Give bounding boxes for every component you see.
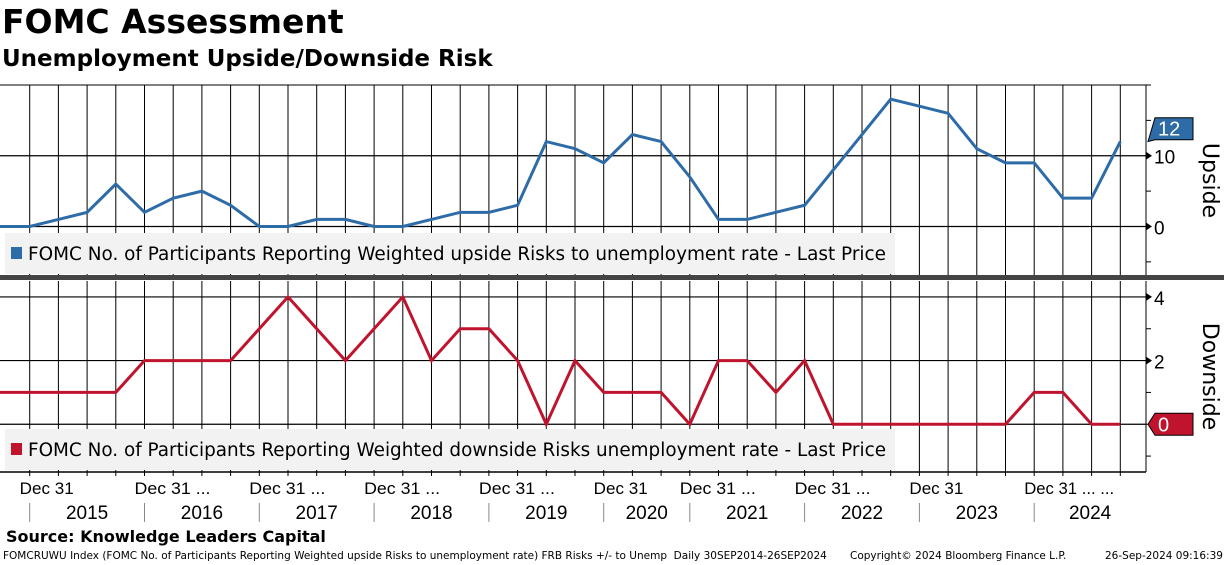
chart-title: FOMC Assessment bbox=[2, 2, 344, 41]
last-value-label: 12 bbox=[1158, 119, 1180, 141]
last-value-badge bbox=[1147, 412, 1194, 436]
x-year-label: 2021 bbox=[726, 503, 768, 524]
x-year-label: 2018 bbox=[410, 503, 452, 524]
x-tick-label: Dec 31 ... bbox=[795, 479, 871, 498]
axis-title: Upside bbox=[1197, 143, 1222, 218]
last-value-label: 0 bbox=[1158, 414, 1169, 436]
x-year-label: 2017 bbox=[296, 503, 338, 524]
y-tick-label: 0 bbox=[1154, 218, 1165, 239]
footer-copyright: Copyright© 2024 Bloomberg Finance L.P. bbox=[850, 550, 1067, 562]
x-year-label: 2016 bbox=[181, 503, 223, 524]
x-year-label: 2022 bbox=[841, 503, 883, 524]
y-tick-label: 4 bbox=[1154, 289, 1165, 310]
y-tick-label: 10 bbox=[1154, 148, 1175, 169]
chart-subtitle: Unemployment Upside/Downside Risk bbox=[2, 46, 493, 72]
x-tick-label: Dec 31 ... bbox=[680, 479, 756, 498]
x-tick-label: Dec 31 ... bbox=[364, 479, 440, 498]
x-tick-label: Dec 31 bbox=[20, 479, 74, 498]
x-year-label: 2023 bbox=[956, 503, 998, 524]
x-tick-label: Dec 31 ... bbox=[135, 479, 211, 498]
panel-divider bbox=[0, 275, 1224, 280]
x-year-label: 2024 bbox=[1069, 503, 1112, 524]
last-value-badge bbox=[1147, 117, 1194, 143]
legend-box bbox=[5, 233, 895, 274]
legend-label: FOMC No. of Participants Reporting Weigh… bbox=[28, 244, 886, 265]
axis-title: Downside bbox=[1197, 323, 1222, 430]
legend-swatch bbox=[11, 247, 22, 259]
chart: 0 10 Upside FOMC No. of Participants Report… bbox=[0, 84, 1224, 524]
tick-arrow bbox=[1146, 356, 1152, 365]
x-tick-label: Dec 31 bbox=[909, 479, 963, 498]
x-year-label: 2020 bbox=[626, 503, 668, 524]
x-year-label: 2015 bbox=[66, 503, 108, 524]
series-line bbox=[0, 97, 1122, 228]
x-year-label: 2019 bbox=[525, 503, 567, 524]
tick-arrow bbox=[1146, 151, 1152, 160]
tick-arrow bbox=[1146, 292, 1152, 301]
x-tick-label: Dec 31 ... bbox=[249, 479, 325, 498]
x-tick-label: Dec 31 ... ... bbox=[1024, 479, 1114, 498]
legend-swatch bbox=[11, 443, 22, 455]
tick-arrow bbox=[1146, 222, 1152, 231]
legend-label: FOMC No. of Participants Reporting Weigh… bbox=[28, 440, 886, 461]
y-tick-label: 2 bbox=[1154, 353, 1165, 374]
series-line bbox=[0, 294, 1121, 428]
source-note: Source: Knowledge Leaders Capital bbox=[6, 527, 326, 546]
footer-description: FOMCRUWU Index (FOMC No. of Participants… bbox=[3, 550, 827, 562]
x-tick-label: Dec 31 ... bbox=[479, 479, 555, 498]
legend-box bbox=[5, 429, 895, 470]
footer-timestamp: 26-Sep-2024 09:16:39 bbox=[1105, 550, 1223, 562]
x-tick-label: Dec 31 bbox=[594, 479, 648, 498]
